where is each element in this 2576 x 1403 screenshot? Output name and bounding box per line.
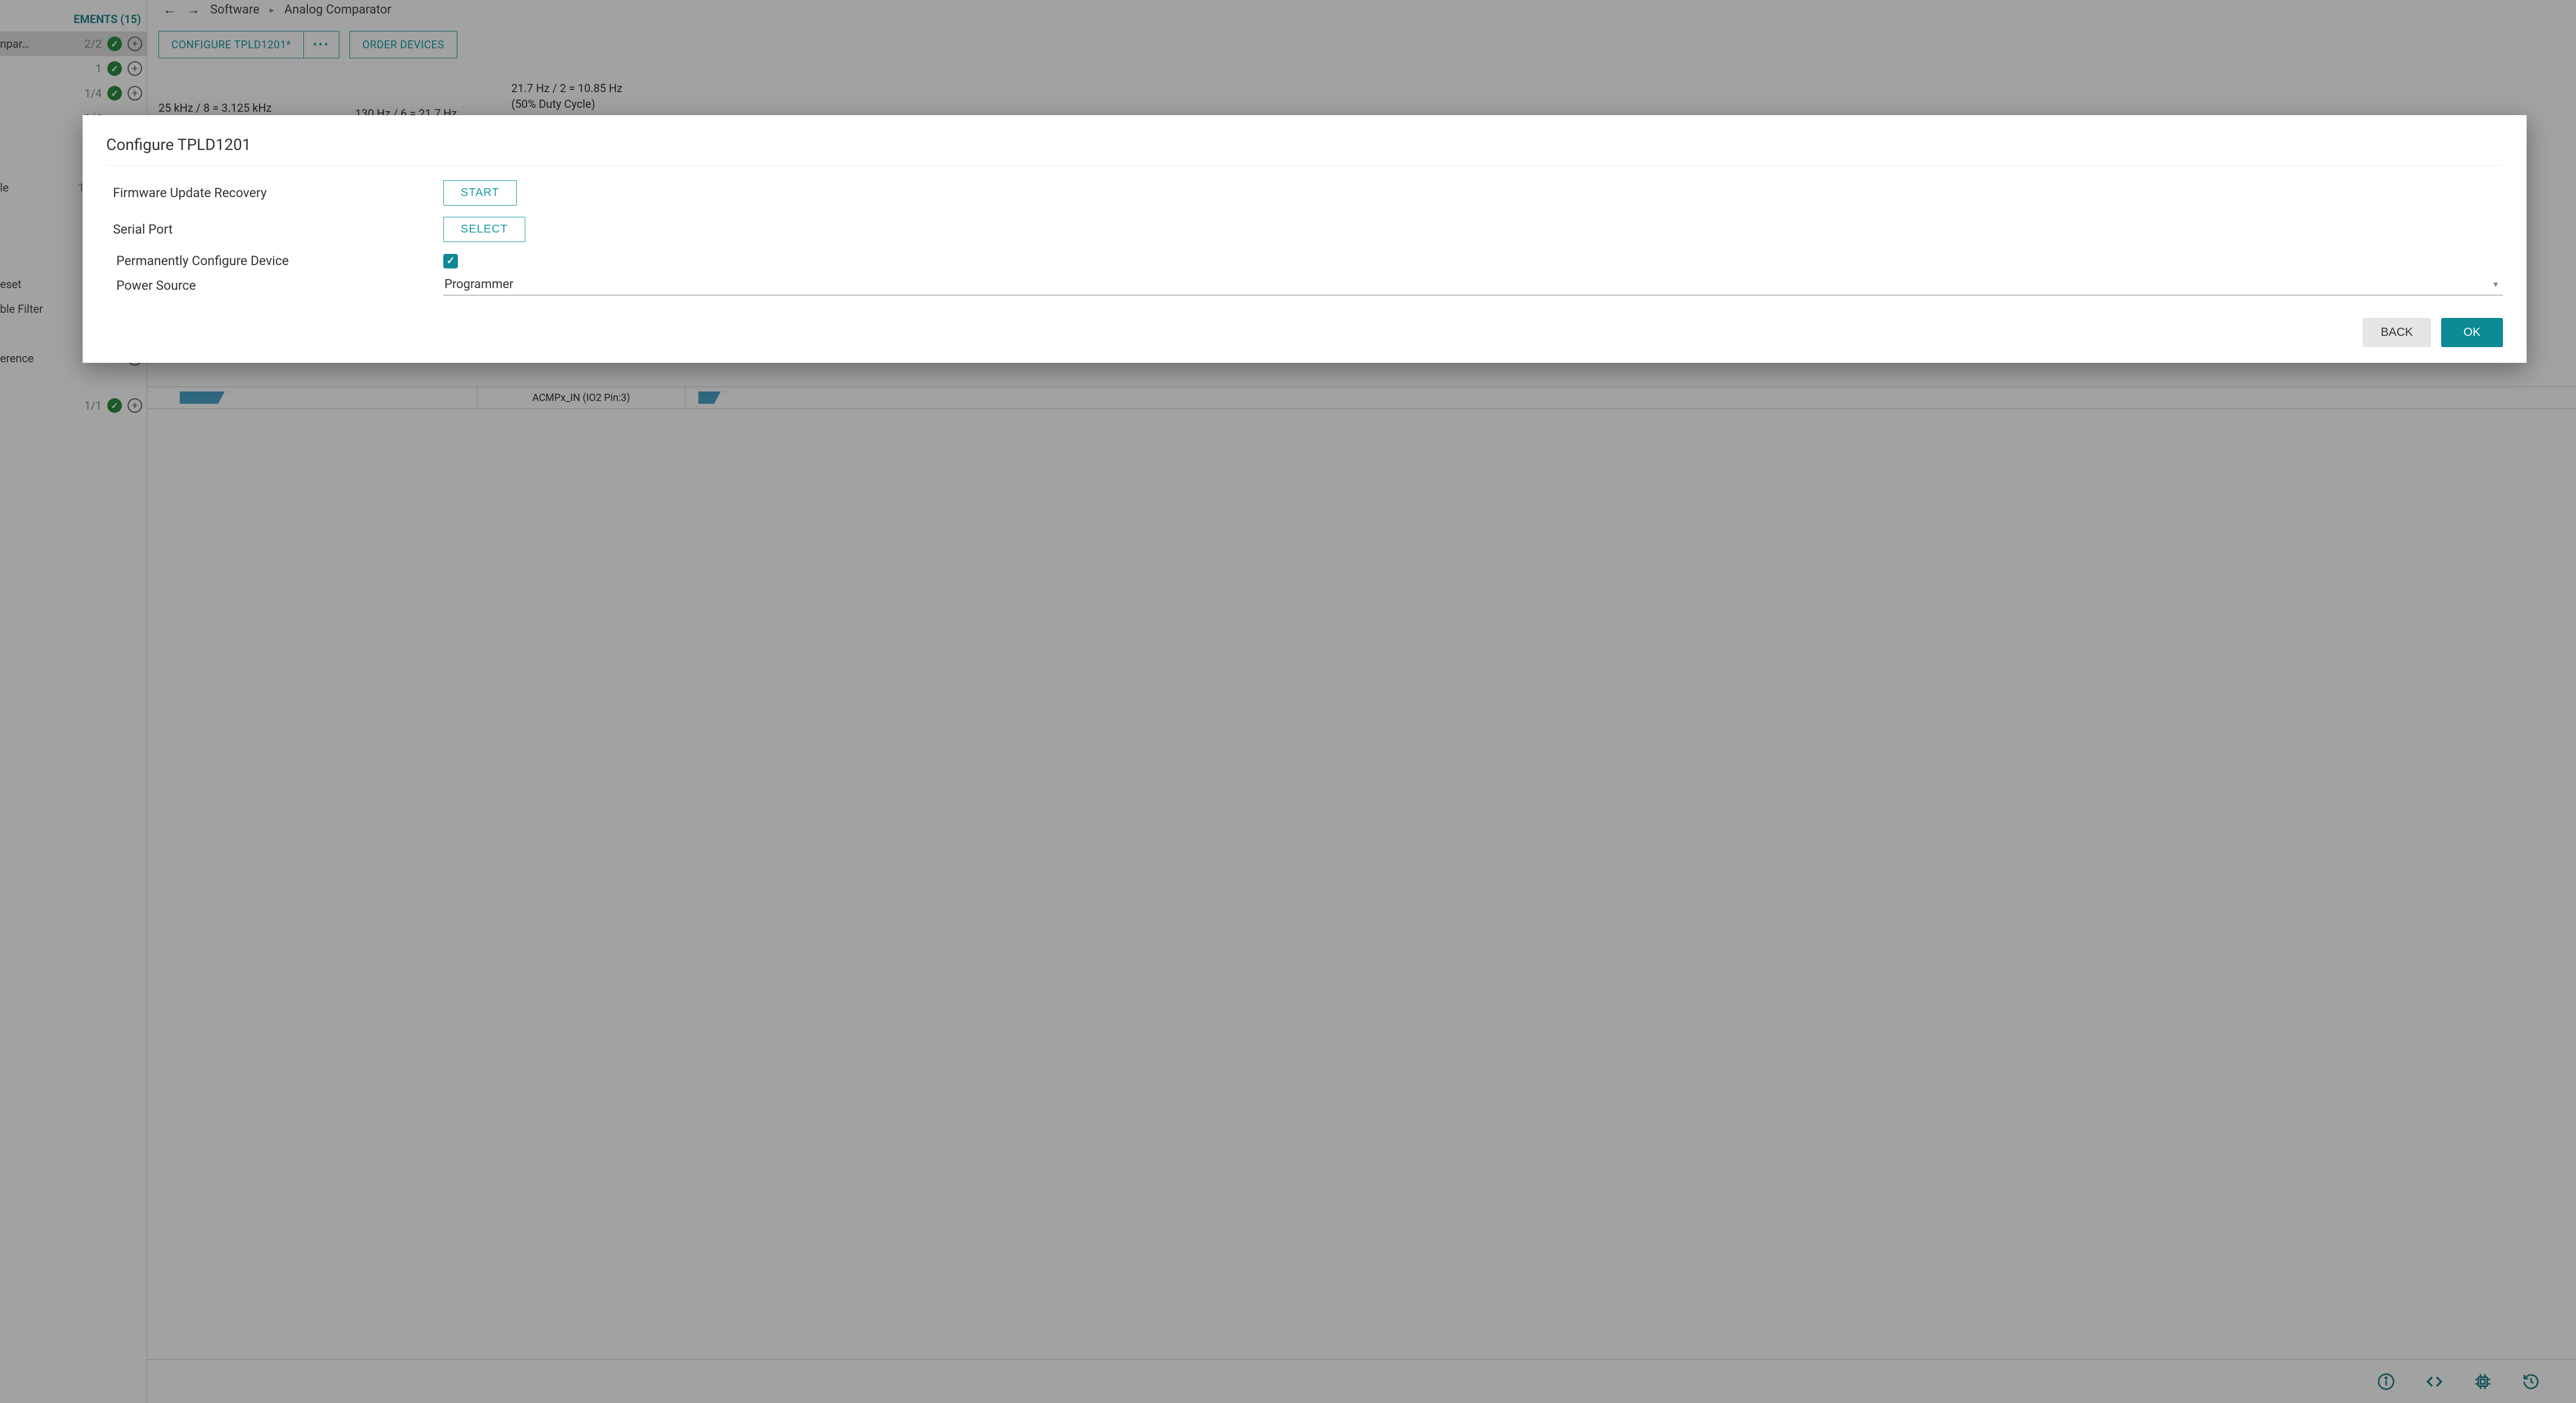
permanent-configure-label: Permanently Configure Device — [106, 253, 443, 268]
chevron-down-icon: ▼ — [2492, 280, 2500, 289]
power-source-select[interactable]: Programmer ▼ — [443, 275, 2503, 295]
power-source-value: Programmer — [444, 277, 514, 291]
permanent-configure-row: Permanently Configure Device — [106, 253, 2503, 268]
power-source-row: Power Source Programmer ▼ — [106, 275, 2503, 295]
back-button[interactable]: BACK — [2363, 318, 2430, 347]
start-button[interactable]: START — [443, 180, 517, 206]
permanent-checkbox[interactable] — [443, 254, 458, 268]
serial-port-row: Serial Port SELECT — [106, 217, 2503, 242]
serial-port-label: Serial Port — [106, 222, 443, 237]
dialog-footer: BACK OK — [106, 318, 2503, 347]
firmware-recovery-label: Firmware Update Recovery — [106, 185, 443, 201]
select-button[interactable]: SELECT — [443, 217, 525, 242]
ok-button[interactable]: OK — [2441, 318, 2503, 347]
power-source-label: Power Source — [106, 278, 443, 293]
configure-dialog: Configure TPLD1201 Firmware Update Recov… — [83, 115, 2527, 363]
firmware-recovery-row: Firmware Update Recovery START — [106, 180, 2503, 206]
dialog-title: Configure TPLD1201 — [106, 135, 2503, 166]
